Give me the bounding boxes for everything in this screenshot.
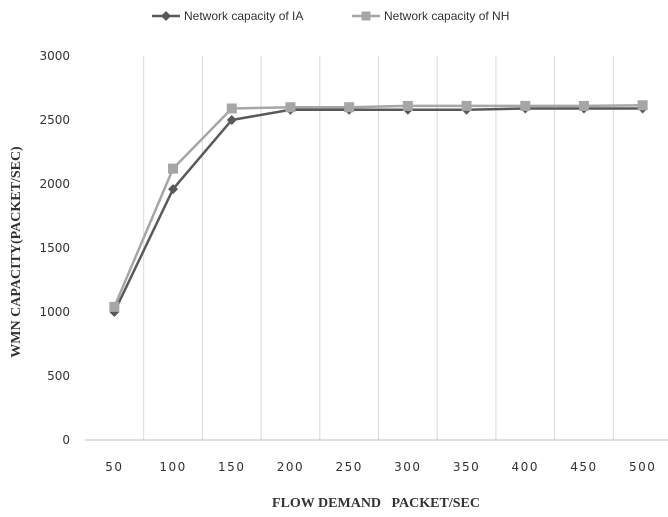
y-tick-label: 2500 <box>39 113 70 127</box>
y-axis-ticks: 0 500 1000 1500 2000 2500 3000 <box>39 49 70 447</box>
x-tick-label: 300 <box>394 460 421 474</box>
x-tick-label: 50 <box>105 460 123 474</box>
legend: Network capacity of IA Network capacity o… <box>152 9 509 23</box>
legend-item: Network capacity of NH <box>352 9 509 23</box>
legend-item: Network capacity of IA <box>152 9 303 23</box>
data-point <box>402 100 413 111</box>
data-point <box>578 100 589 111</box>
series-line <box>113 104 643 308</box>
x-tick-label: 500 <box>629 460 656 474</box>
x-tick-label: 150 <box>218 460 245 474</box>
y-tick-label: 2000 <box>39 177 70 191</box>
legend-marker <box>361 11 371 21</box>
data-point <box>637 100 648 111</box>
x-tick-label: 450 <box>570 460 597 474</box>
series-group <box>109 100 648 317</box>
y-tick-label: 1500 <box>39 241 70 255</box>
y-tick-label: 0 <box>62 433 70 447</box>
data-point <box>461 100 472 111</box>
y-tick-label: 500 <box>47 369 70 383</box>
x-tick-label: 250 <box>335 460 362 474</box>
series-2 <box>109 100 648 312</box>
x-axis-title: FLOW DEMAND PACKET/SEC <box>272 496 480 511</box>
data-point <box>226 103 237 114</box>
y-tick-label: 1000 <box>39 305 70 319</box>
data-point <box>344 102 355 113</box>
x-tick-label: 200 <box>277 460 304 474</box>
y-axis-title: WMN CAPACITY(PACKET/SEC) <box>9 146 24 358</box>
y-tick-label: 3000 <box>39 49 70 63</box>
legend-marker <box>161 11 171 21</box>
series-line <box>113 107 643 313</box>
data-point <box>285 102 296 113</box>
legend-label: Network capacity of NH <box>384 9 509 23</box>
data-point <box>226 115 237 125</box>
x-tick-label: 100 <box>159 460 186 474</box>
x-tick-label: 400 <box>512 460 539 474</box>
data-point <box>168 184 179 195</box>
data-point <box>520 100 531 111</box>
x-tick-label: 350 <box>453 460 480 474</box>
x-axis-ticks: 50 100 150 200 250 300 350 400 450 500 <box>105 460 656 474</box>
legend-label: Network capacity of IA <box>184 9 303 23</box>
data-point <box>168 163 179 174</box>
data-point <box>109 301 120 312</box>
grid-lines <box>85 56 668 441</box>
